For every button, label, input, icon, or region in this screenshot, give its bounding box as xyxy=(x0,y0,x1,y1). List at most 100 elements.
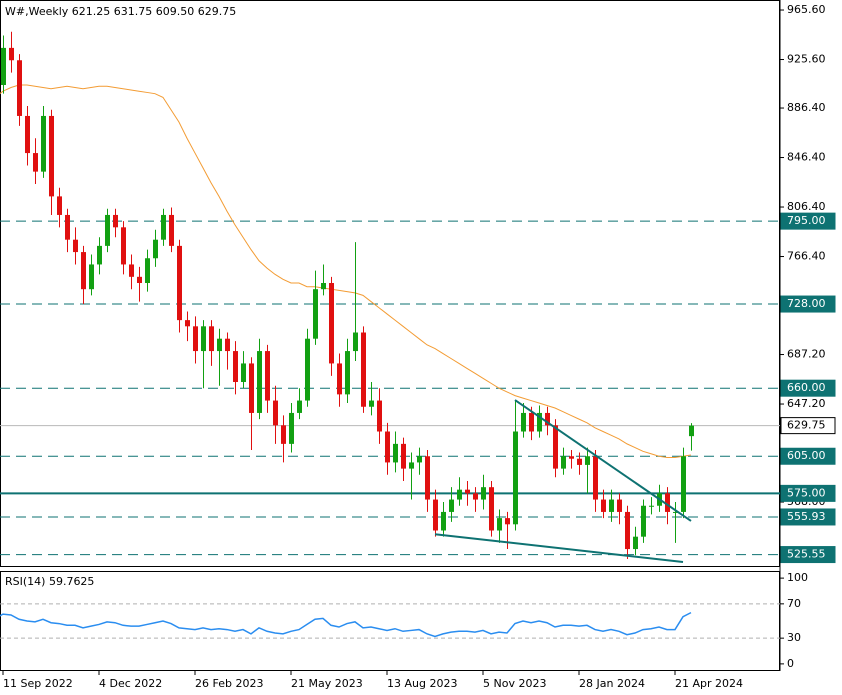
chart-title: W#,Weekly 621.25 631.75 609.50 629.75 xyxy=(5,5,236,18)
candle-body xyxy=(249,363,254,413)
level-box xyxy=(780,546,836,564)
y-tick-label: 687.20 xyxy=(787,348,826,361)
y-tick-label: 965.60 xyxy=(787,3,826,16)
candle-body xyxy=(393,443,398,463)
rsi-line xyxy=(0,611,692,638)
level-box xyxy=(780,484,836,502)
candle-body xyxy=(241,363,246,383)
candle-body xyxy=(465,489,470,494)
x-tick-label: 26 Feb 2023 xyxy=(195,677,263,690)
x-tick-label: 4 Dec 2022 xyxy=(99,677,162,690)
trendline xyxy=(514,399,692,522)
candle-body xyxy=(81,252,86,290)
axes: 965.60 925.60 886.40 846.40 806.40 766.40 687.… xyxy=(2,3,836,690)
candle-body xyxy=(153,239,158,259)
candle-body xyxy=(161,214,166,240)
level-label: 575.00 xyxy=(787,486,826,499)
candle-body xyxy=(633,536,638,550)
candle-body xyxy=(601,499,606,512)
rsi-panel xyxy=(0,603,780,639)
candle-body xyxy=(273,400,278,426)
candle-body xyxy=(577,458,582,465)
candle-body xyxy=(649,505,654,507)
level-box xyxy=(780,379,836,397)
candle-body xyxy=(329,283,334,364)
candle-body xyxy=(89,264,94,290)
candle-body xyxy=(481,487,486,500)
candle-body xyxy=(593,456,598,500)
candle-body xyxy=(425,456,430,500)
candle-body xyxy=(377,400,382,432)
candle-body xyxy=(33,153,38,172)
level-label: 525.55 xyxy=(787,548,826,561)
candle-body xyxy=(529,412,534,432)
candle-body xyxy=(137,276,142,284)
candle-body xyxy=(185,320,190,327)
candle-body xyxy=(441,511,446,531)
candle-body xyxy=(289,412,294,444)
candle-body xyxy=(641,505,646,537)
candle-body xyxy=(97,245,102,265)
candle-body xyxy=(505,518,510,525)
candle-body xyxy=(681,456,686,512)
y-tick-label: 766.40 xyxy=(787,250,826,263)
rsi-frame xyxy=(0,571,780,671)
candle-body xyxy=(169,214,174,246)
candle-body xyxy=(369,400,374,407)
candle-body xyxy=(73,239,78,253)
level-box xyxy=(780,295,836,313)
candle-body xyxy=(193,326,198,352)
candle-body xyxy=(625,511,630,550)
candle-body xyxy=(233,351,238,383)
x-tick-label: 13 Aug 2023 xyxy=(387,677,457,690)
level-box xyxy=(780,417,836,435)
y-tick-label: 70 xyxy=(787,597,801,610)
candle-body xyxy=(385,431,390,463)
level-label: 795.00 xyxy=(787,214,826,227)
candle-body xyxy=(673,511,678,513)
candle-body xyxy=(129,264,134,277)
candle-body xyxy=(401,443,406,469)
candle-body xyxy=(257,351,262,413)
y-tick-label: 846.40 xyxy=(787,151,826,164)
candle-body xyxy=(561,456,566,469)
candle-body xyxy=(145,258,150,284)
y-tick-label: 806.40 xyxy=(787,200,826,213)
candle-body xyxy=(545,412,550,426)
candle-body xyxy=(585,456,590,465)
candle-body xyxy=(121,227,126,265)
candle-body xyxy=(1,47,6,86)
candle-body xyxy=(513,431,518,525)
level-label: 629.75 xyxy=(787,419,826,432)
y-tick-label: 925.60 xyxy=(787,53,826,66)
candle-body xyxy=(265,351,270,401)
indicator-title: RSI(14) 59.7625 xyxy=(5,575,94,588)
candle-body xyxy=(617,499,622,512)
level-box xyxy=(780,212,836,230)
level-label: 605.00 xyxy=(787,449,826,462)
candle-body xyxy=(449,499,454,512)
candle-body xyxy=(297,400,302,413)
candle-body xyxy=(457,489,462,500)
candle-body xyxy=(489,487,494,531)
candle-body xyxy=(473,493,478,500)
candle-body xyxy=(553,425,558,469)
y-tick-label: 30 xyxy=(787,631,801,644)
level-box xyxy=(780,447,836,465)
candle-body xyxy=(225,338,230,352)
y-tick-label: 647.20 xyxy=(787,397,826,410)
x-tick-label: 21 Apr 2024 xyxy=(675,677,743,690)
candle-body xyxy=(65,214,70,240)
candle-body xyxy=(361,332,366,407)
x-tick-label: 5 Nov 2023 xyxy=(483,677,546,690)
candle-body xyxy=(217,338,222,352)
main-panel xyxy=(0,31,780,564)
candle-body xyxy=(17,60,22,116)
candle-body xyxy=(41,115,46,172)
candle-body xyxy=(537,412,542,432)
moving-average xyxy=(0,84,692,458)
level-label: 728.00 xyxy=(787,297,826,310)
candle-body xyxy=(313,289,318,339)
candle-body xyxy=(321,283,326,290)
